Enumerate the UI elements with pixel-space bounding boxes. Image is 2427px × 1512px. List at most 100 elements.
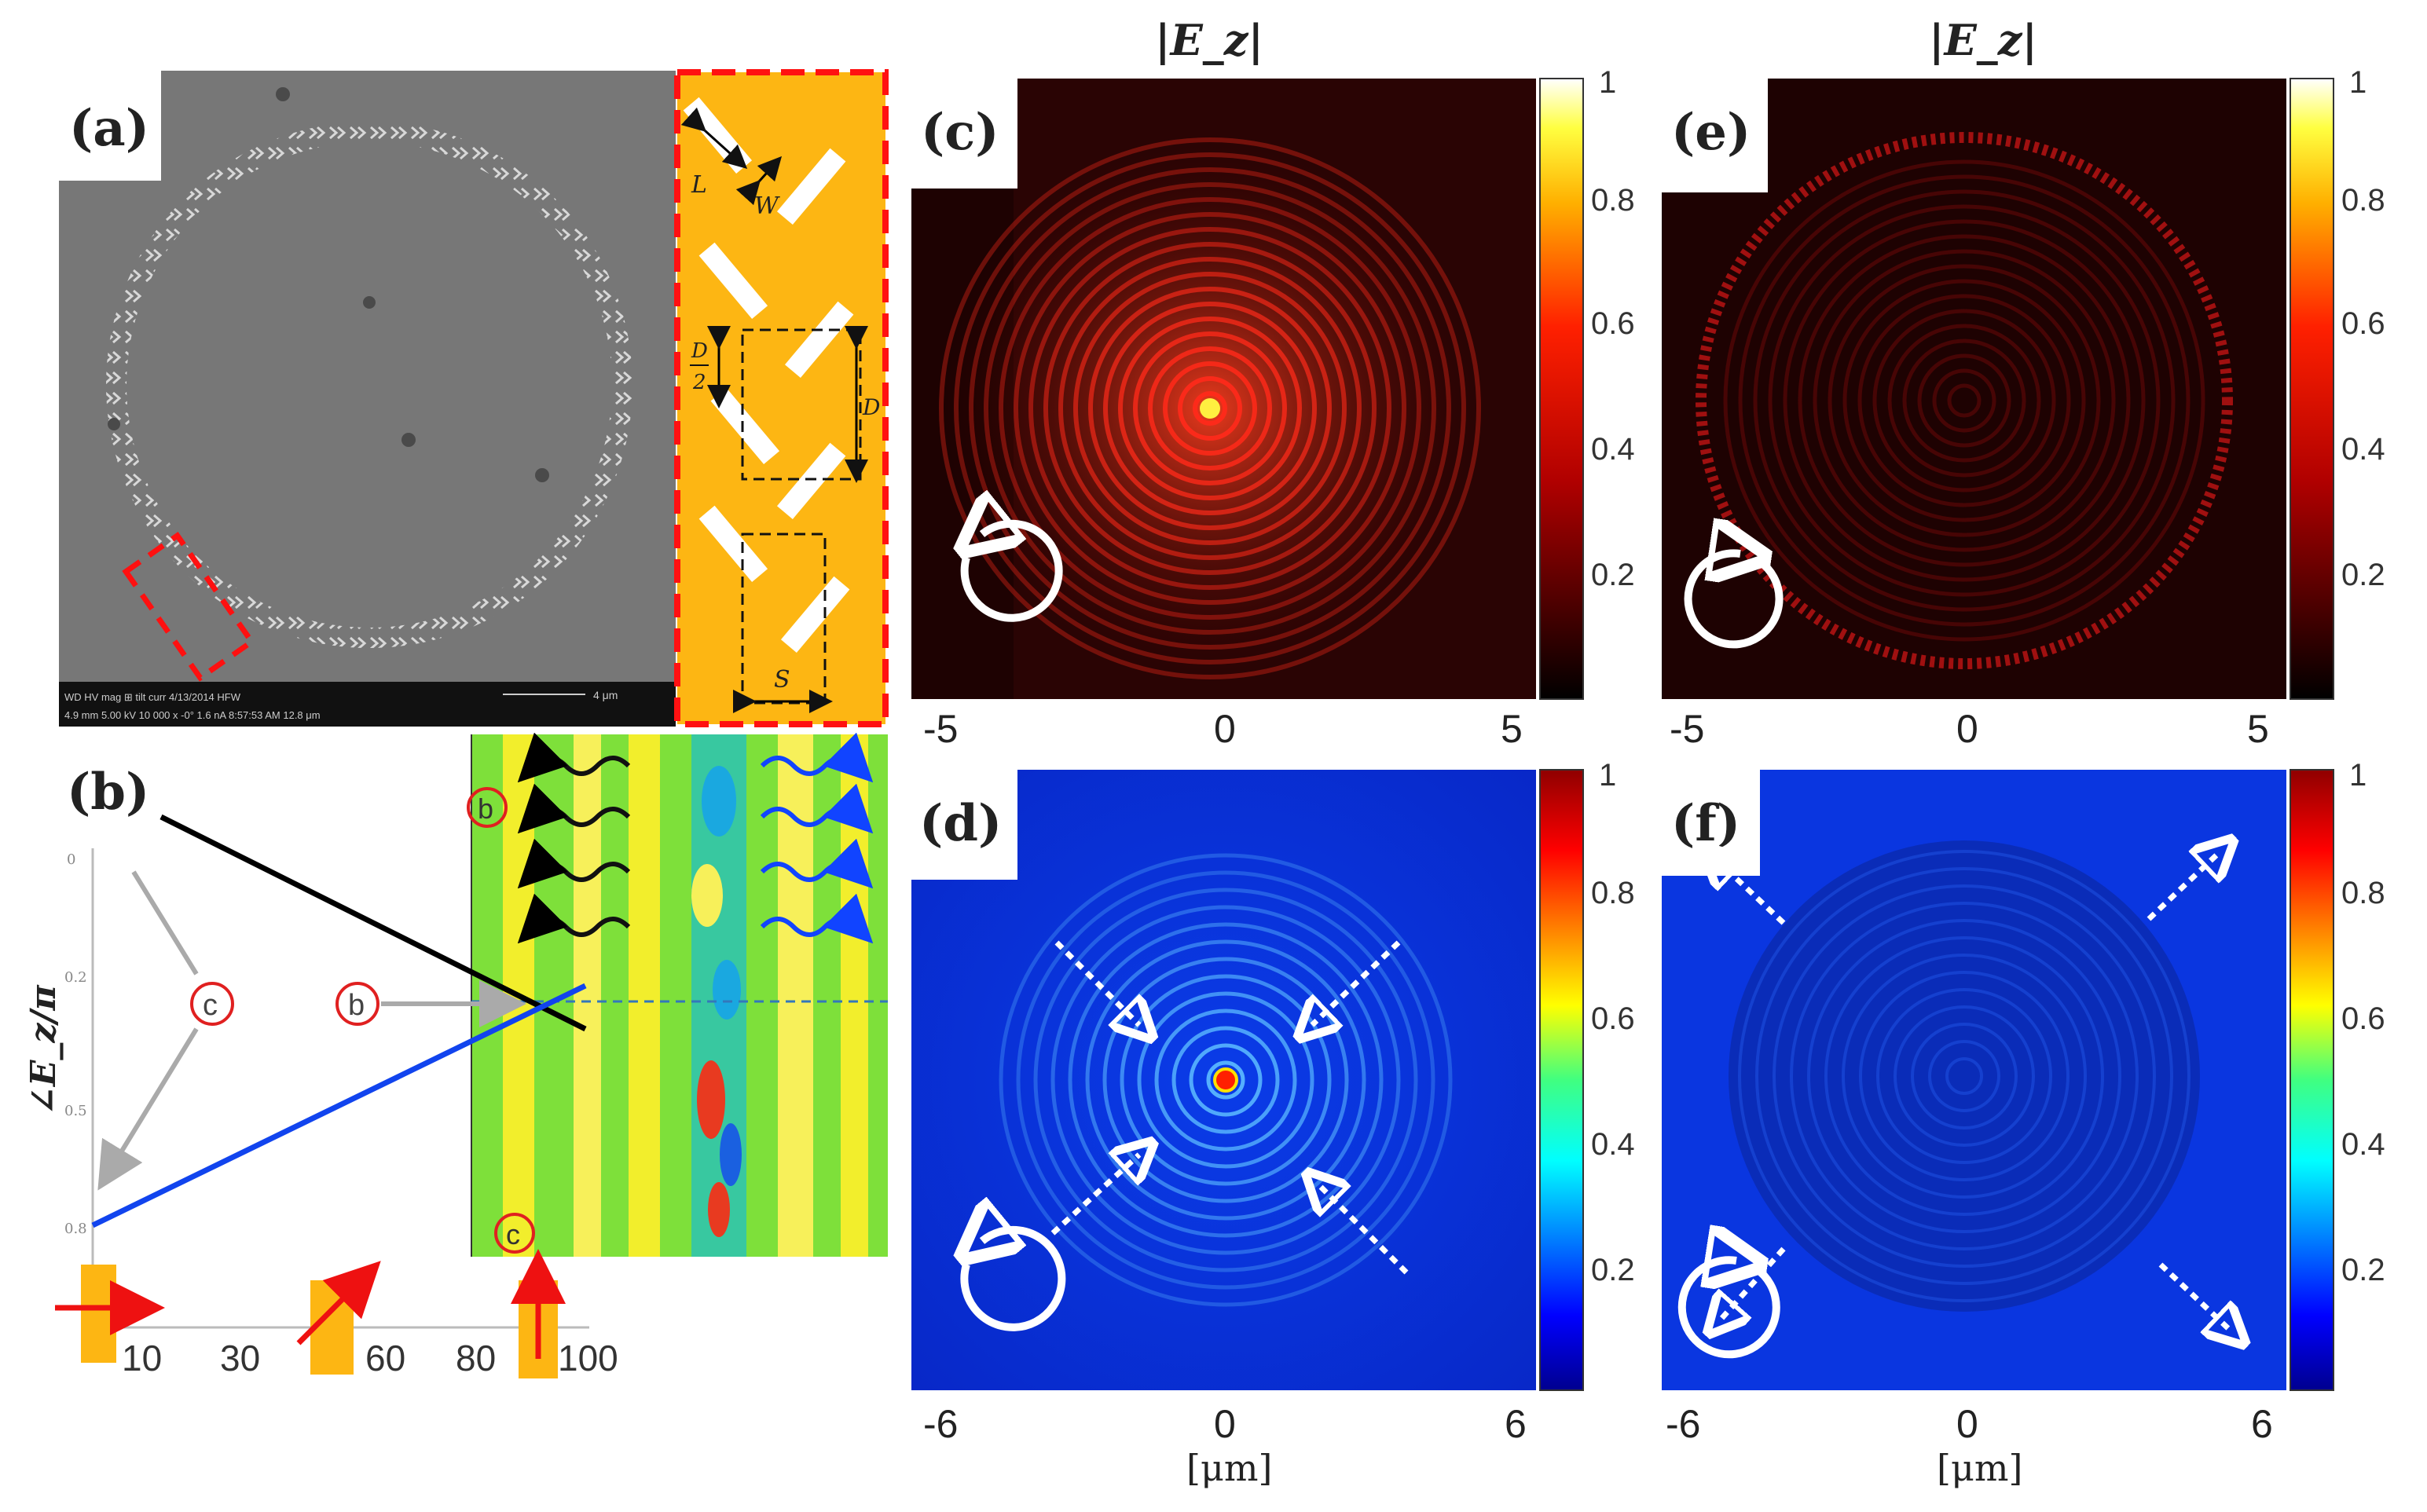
rotation-arrow-icon xyxy=(1684,553,1784,649)
field-ring xyxy=(984,182,1436,635)
field-ring xyxy=(999,197,1421,620)
field-ring xyxy=(1824,936,2104,1216)
e-cbar-tick: 0.6 xyxy=(2341,306,2385,341)
sem-dust-1 xyxy=(276,87,290,101)
panel-f-label: (f) xyxy=(1671,794,1740,853)
field-ring xyxy=(1103,302,1317,515)
panel-e: (e) |E_z| 1 0.8 0.6 0.4 0.2 -5 0 5 xyxy=(1662,15,2385,751)
slit xyxy=(776,148,846,225)
field-ring xyxy=(1768,204,2161,597)
panel-b-label: (b) xyxy=(67,763,149,822)
sem-dust-5 xyxy=(108,418,120,430)
field-ring xyxy=(1102,957,1349,1203)
wave-arrow-black xyxy=(517,783,631,834)
f-cbar-tick: 0.2 xyxy=(2341,1253,2385,1287)
panel-a-label: (a) xyxy=(69,99,149,158)
b-xtick-3: 80 xyxy=(456,1338,496,1378)
pol-arrow-red xyxy=(296,1261,381,1345)
cell-outline-2 xyxy=(741,533,827,705)
marker-c-1 xyxy=(190,982,234,1026)
inset-marker-b-text: b xyxy=(478,793,493,825)
inset-marker-c-text: c xyxy=(506,1218,520,1250)
d-cbar-tick: 0.6 xyxy=(1591,1001,1635,1036)
field-ring xyxy=(1945,1057,1983,1095)
b-xtick-0: 10 xyxy=(122,1338,162,1378)
field-ring xyxy=(1206,1060,1245,1100)
d-center-spot xyxy=(1213,1067,1238,1093)
unit-cell: L W D 2 D S xyxy=(674,69,889,727)
field-ring xyxy=(1807,919,2121,1233)
field-ring xyxy=(1872,309,2056,492)
slit-tile xyxy=(81,1265,116,1363)
panel-a-label-box xyxy=(59,71,161,181)
label-D: D xyxy=(862,394,880,420)
field-ring xyxy=(1118,317,1302,500)
d-rings xyxy=(999,853,1453,1307)
d-cbar-tick: 0.2 xyxy=(1591,1253,1635,1287)
f-xtick: 0 xyxy=(1956,1402,1978,1446)
d-xtick: -6 xyxy=(923,1402,958,1446)
d-cbar-tick: 0.8 xyxy=(1591,876,1635,910)
field-ring xyxy=(1902,339,2026,463)
d-xtick: 6 xyxy=(1505,1402,1527,1446)
inward-arrow xyxy=(1050,1155,1139,1236)
f-xtick: 6 xyxy=(2251,1402,2273,1446)
e-colorbar xyxy=(2290,78,2334,700)
field-ring xyxy=(939,137,1481,679)
field-ring xyxy=(1911,1023,2018,1129)
polarization-tiles xyxy=(55,1249,566,1378)
inward-arrow xyxy=(1054,940,1139,1025)
c-colorbar xyxy=(1539,78,1584,700)
f-colorbar xyxy=(2290,769,2334,1391)
e-xtick: 5 xyxy=(2247,707,2269,751)
label-W: W xyxy=(754,192,780,220)
sem-highlight-box xyxy=(122,532,256,682)
gray-arrow xyxy=(97,1027,199,1191)
c-xtick: -5 xyxy=(923,707,958,751)
field-ring xyxy=(1887,324,2041,478)
inward-arrow xyxy=(1312,940,1401,1025)
outward-arrow xyxy=(2158,1262,2231,1331)
sem-scalebar-label: 4 μm xyxy=(593,689,618,701)
slit xyxy=(784,301,854,378)
panel-c-label: (c) xyxy=(921,103,999,162)
sem-image xyxy=(59,71,676,727)
b-xtick-2: 60 xyxy=(365,1338,405,1378)
sem-infobar xyxy=(59,682,676,727)
rotation-arrow-icon xyxy=(964,1230,1066,1331)
field-ring xyxy=(1842,279,2086,522)
b-ytick-2: 0.5 xyxy=(64,1103,87,1119)
field-ring xyxy=(1085,939,1366,1221)
e-title: |E_z| xyxy=(1929,15,2037,66)
d-label-box xyxy=(911,770,1017,880)
label-L: L xyxy=(691,171,707,199)
c-center-spot xyxy=(1200,398,1220,419)
field-ring xyxy=(1193,391,1227,426)
field-ring xyxy=(1058,257,1362,560)
c-cbar-tick: 0.4 xyxy=(1591,432,1635,467)
e-cbar-tick: 0.4 xyxy=(2341,432,2385,467)
field-ring xyxy=(1755,867,2173,1285)
rotation-arrow-icon xyxy=(1677,1260,1780,1359)
e-cbar-tick: 0.8 xyxy=(2341,183,2385,218)
field-ring xyxy=(1723,159,2205,642)
panel-c: (c) |E_z| 1 0.8 0.6 0.4 0.2 -5 0 5 xyxy=(911,15,1635,751)
b-ytick-3: 0.8 xyxy=(64,1221,87,1237)
field-ring xyxy=(1932,368,1996,433)
c-cbar-tick: 0.2 xyxy=(1591,558,1635,592)
panel-a: (a) WD HV mag ⊞ tilt curr 4/13/2014 HFW … xyxy=(59,71,676,727)
f-cbar-tick: 0.4 xyxy=(2341,1127,2385,1162)
b-xtick-4: 100 xyxy=(558,1338,618,1378)
f-xlabel: [μm] xyxy=(1937,1447,2022,1489)
gray-arrow xyxy=(131,870,199,976)
panel-b: (b) ∠E_z/π 0 0.2 0.5 0.8 10 30 60 80 100 xyxy=(24,732,888,1378)
sem-dust-4 xyxy=(535,468,549,482)
field-ring xyxy=(1137,991,1314,1169)
field-ring xyxy=(1088,287,1332,530)
d-cbar-tick: 0.4 xyxy=(1591,1127,1635,1162)
c-title: |E_z| xyxy=(1155,15,1263,66)
wave-arrow-blue xyxy=(760,893,874,944)
b-ytick-1: 0.2 xyxy=(64,969,87,986)
field-ring xyxy=(1189,1043,1263,1117)
f-rings xyxy=(1738,850,2191,1302)
